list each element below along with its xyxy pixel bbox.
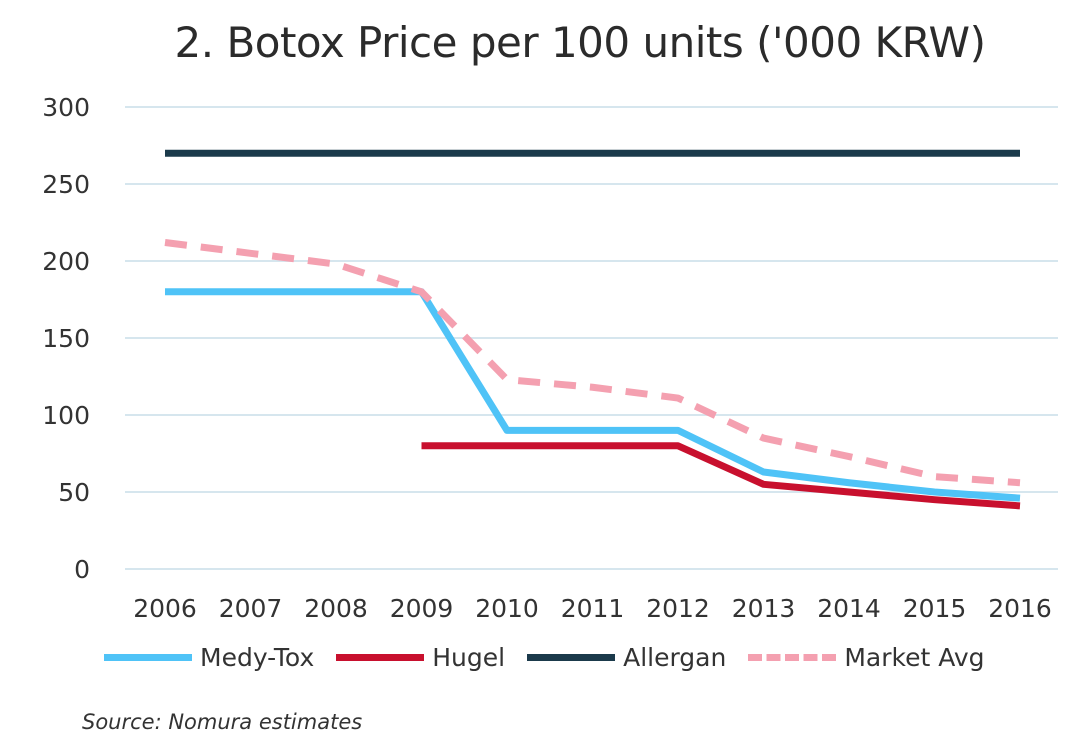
- x-tick-label: 2007: [219, 594, 283, 623]
- x-tick-label: 2008: [304, 594, 368, 623]
- x-tick-label: 2006: [133, 594, 197, 623]
- legend-label: Allergan: [623, 643, 727, 672]
- y-tick-label: 100: [42, 401, 90, 430]
- legend-label: Hugel: [432, 643, 506, 672]
- y-tick-label: 150: [42, 324, 90, 353]
- x-tick-label: 2011: [561, 594, 625, 623]
- x-tick-label: 2014: [817, 594, 881, 623]
- legend-label: Medy-Tox: [200, 643, 315, 672]
- legend-swatch: [336, 654, 425, 661]
- y-tick-label: 300: [42, 93, 90, 122]
- x-tick-label: 2012: [646, 594, 710, 623]
- legend-item: Allergan: [527, 643, 726, 672]
- x-tick-label: 2010: [475, 594, 539, 623]
- x-tick-label: 2016: [988, 594, 1052, 623]
- y-tick-label: 250: [42, 170, 90, 199]
- series-line-medy-tox: [165, 288, 1021, 502]
- legend-item: Medy-Tox: [104, 643, 314, 672]
- source-note: Source: Nomura estimates: [82, 710, 363, 734]
- y-tick-label: 200: [42, 247, 90, 276]
- series-line-hugel: [421, 442, 1021, 510]
- x-tick-label: 2013: [732, 594, 796, 623]
- legend-swatch: [527, 654, 616, 661]
- chart-title: 2. Botox Price per 100 units ('000 KRW): [174, 18, 986, 67]
- legend-swatch: [748, 654, 837, 661]
- legend-label: Market Avg: [844, 643, 985, 672]
- legend: Medy-Tox Hugel Allergan Market Avg: [104, 643, 1007, 672]
- series-line-market-avg: [164, 239, 1021, 487]
- x-tick-label: 2015: [903, 594, 967, 623]
- legend-item: Market Avg: [748, 643, 985, 672]
- legend-item: Hugel: [336, 643, 505, 672]
- legend-swatch: [104, 654, 192, 661]
- y-tick-label: 50: [58, 478, 90, 507]
- x-tick-label: 2009: [390, 594, 454, 623]
- y-tick-label: 0: [74, 555, 90, 584]
